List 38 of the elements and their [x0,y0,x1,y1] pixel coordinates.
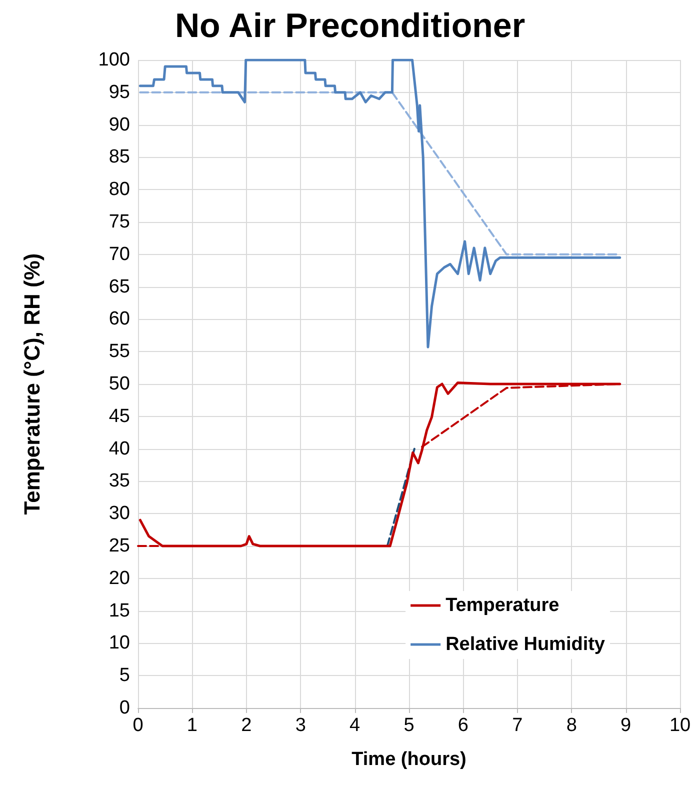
y-tick-label: 50 [108,374,130,394]
x-tick-label: 4 [350,715,361,736]
y-tick-label: 100 [98,50,130,70]
y-tick-label: 75 [108,212,130,232]
line-series [138,58,622,348]
y-tick-label: 25 [108,536,130,556]
x-axis-title: Time (hours) [352,749,466,770]
y-axis-title: Temperature (°C), RH (%) [20,253,44,515]
y-tick-label: 15 [108,600,130,622]
x-tick-label: 10 [669,715,691,736]
x-tick-label: 1 [186,715,198,736]
y-tick-label: 85 [108,146,130,168]
x-tick-label: 3 [295,715,306,736]
chart-title: No Air Preconditioner [174,7,526,45]
y-tick-label: 80 [108,179,130,200]
x-tick-label: 6 [458,715,468,736]
x-tick-label: 9 [620,715,632,736]
x-tick-label: 7 [512,715,523,736]
y-tick-label: 70 [108,244,130,265]
x-tick-label: 5 [404,715,414,736]
y-tick-label: 60 [108,308,130,330]
y-tick-label: 65 [108,276,130,298]
x-tick-label: 8 [566,715,577,736]
y-tick-label: 30 [108,503,130,524]
y-tick-label: 95 [108,82,130,103]
x-tick-label: 0 [132,715,144,736]
legend-label: Temperature [446,595,560,616]
x-tick-label: 2 [241,715,252,736]
y-tick-label: 40 [108,438,130,460]
y-tick-label: 20 [108,568,130,589]
y-tick-label: 0 [119,698,130,718]
y-tick-label: 10 [108,632,130,654]
y-tick-label: 45 [108,406,130,427]
y-tick-label: 35 [108,470,130,492]
y-tick-label: 5 [119,665,130,686]
legend-label: Relative Humidity [446,634,606,655]
y-tick-label: 90 [108,114,130,136]
y-tick-label: 55 [108,341,130,362]
